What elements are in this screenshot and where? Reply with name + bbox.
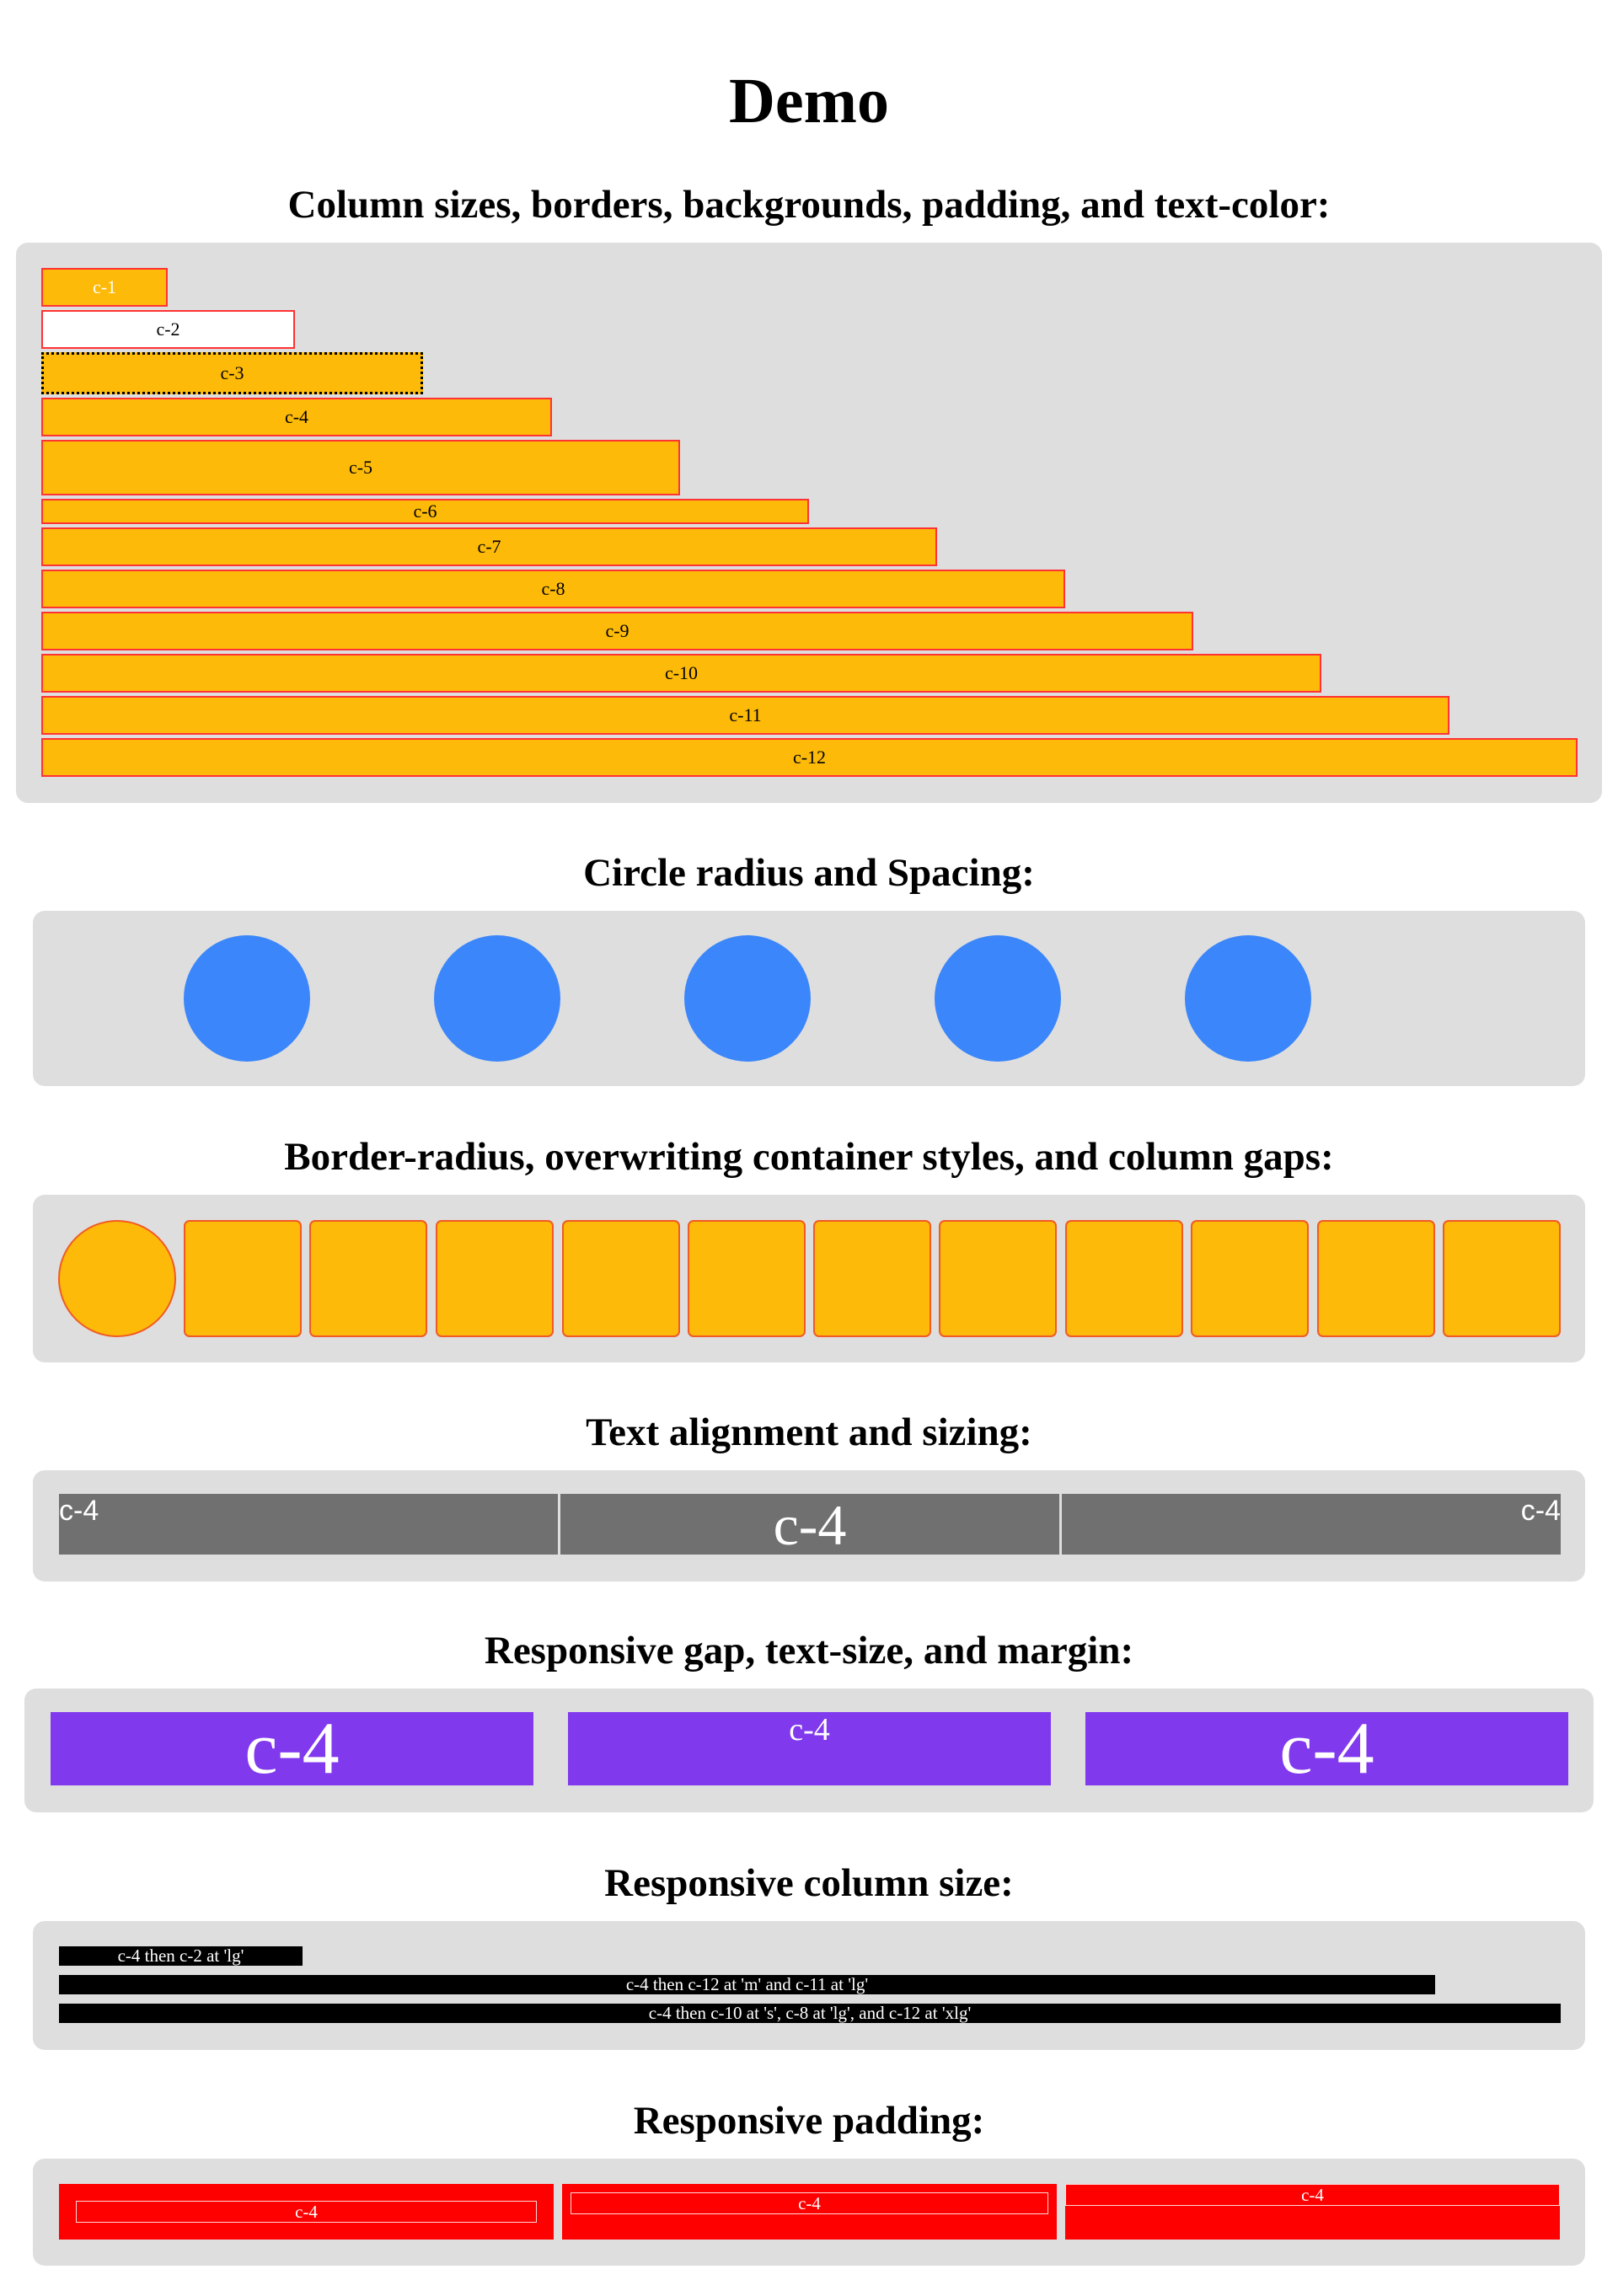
column-c-10: c-10	[41, 654, 1321, 693]
square-9	[1065, 1220, 1183, 1337]
circle-3	[684, 935, 811, 1062]
column-c-6: c-6	[41, 499, 809, 524]
responsive-col-bar-1: c-4 then c-2 at 'lg'	[59, 1946, 303, 1966]
purple-column-2: c-4	[568, 1712, 1051, 1785]
purple-column-3: c-4	[1085, 1712, 1568, 1786]
text-right-column: c-4	[1062, 1494, 1561, 1555]
square-8	[939, 1220, 1057, 1337]
text-left-column: c-4	[59, 1494, 558, 1555]
column-c-1: c-1	[41, 268, 168, 307]
circle-5	[1185, 935, 1311, 1062]
purple-column-1: c-4	[51, 1712, 533, 1786]
section-heading-radius: Border-radius, overwriting container sty…	[284, 1135, 1334, 1179]
column-c-5: c-5	[41, 440, 680, 495]
column-c-11: c-11	[41, 696, 1449, 735]
square-12	[1443, 1220, 1561, 1337]
column-c-4: c-4	[41, 398, 552, 436]
red-inner-2: c-4	[571, 2192, 1048, 2214]
column-c-2: c-2	[41, 310, 295, 349]
circle-4	[935, 935, 1061, 1062]
round-square-1	[58, 1220, 176, 1337]
square-2	[184, 1220, 302, 1337]
column-c-8: c-8	[41, 570, 1065, 608]
red-inner-3: c-4	[1065, 2184, 1560, 2206]
square-11	[1317, 1220, 1435, 1337]
section-heading-circles: Circle radius and Spacing:	[583, 851, 1035, 895]
square-6	[688, 1220, 806, 1337]
responsive-col-bar-2: c-4 then c-12 at 'm' and c-11 at 'lg'	[59, 1975, 1435, 1994]
red-inner-1: c-4	[76, 2201, 537, 2223]
column-c-9: c-9	[41, 612, 1193, 650]
circle-2	[434, 935, 560, 1062]
square-3	[309, 1220, 427, 1337]
square-5	[562, 1220, 680, 1337]
red-column-1	[59, 2184, 554, 2240]
square-7	[813, 1220, 931, 1337]
red-column-2	[562, 2184, 1057, 2240]
square-10	[1191, 1220, 1309, 1337]
circle-1	[184, 935, 310, 1062]
section-heading-text-align: Text alignment and sizing:	[586, 1410, 1032, 1454]
section-heading-responsive-padding: Responsive padding:	[633, 2099, 985, 2143]
text-center-column: c-4	[560, 1494, 1059, 1556]
column-c-3: c-3	[41, 352, 423, 394]
section-heading-responsive-col: Responsive column size:	[604, 1861, 1014, 1905]
section-heading-columns: Column sizes, borders, backgrounds, padd…	[287, 183, 1331, 227]
page-title: Demo	[729, 66, 889, 136]
square-4	[436, 1220, 554, 1337]
red-column-3	[1065, 2184, 1560, 2240]
responsive-col-bar-3: c-4 then c-10 at 's', c-8 at 'lg', and c…	[59, 2004, 1561, 2023]
section-heading-responsive-gap: Responsive gap, text-size, and margin:	[484, 1629, 1134, 1672]
column-c-7: c-7	[41, 527, 937, 566]
column-c-12: c-12	[41, 738, 1578, 777]
